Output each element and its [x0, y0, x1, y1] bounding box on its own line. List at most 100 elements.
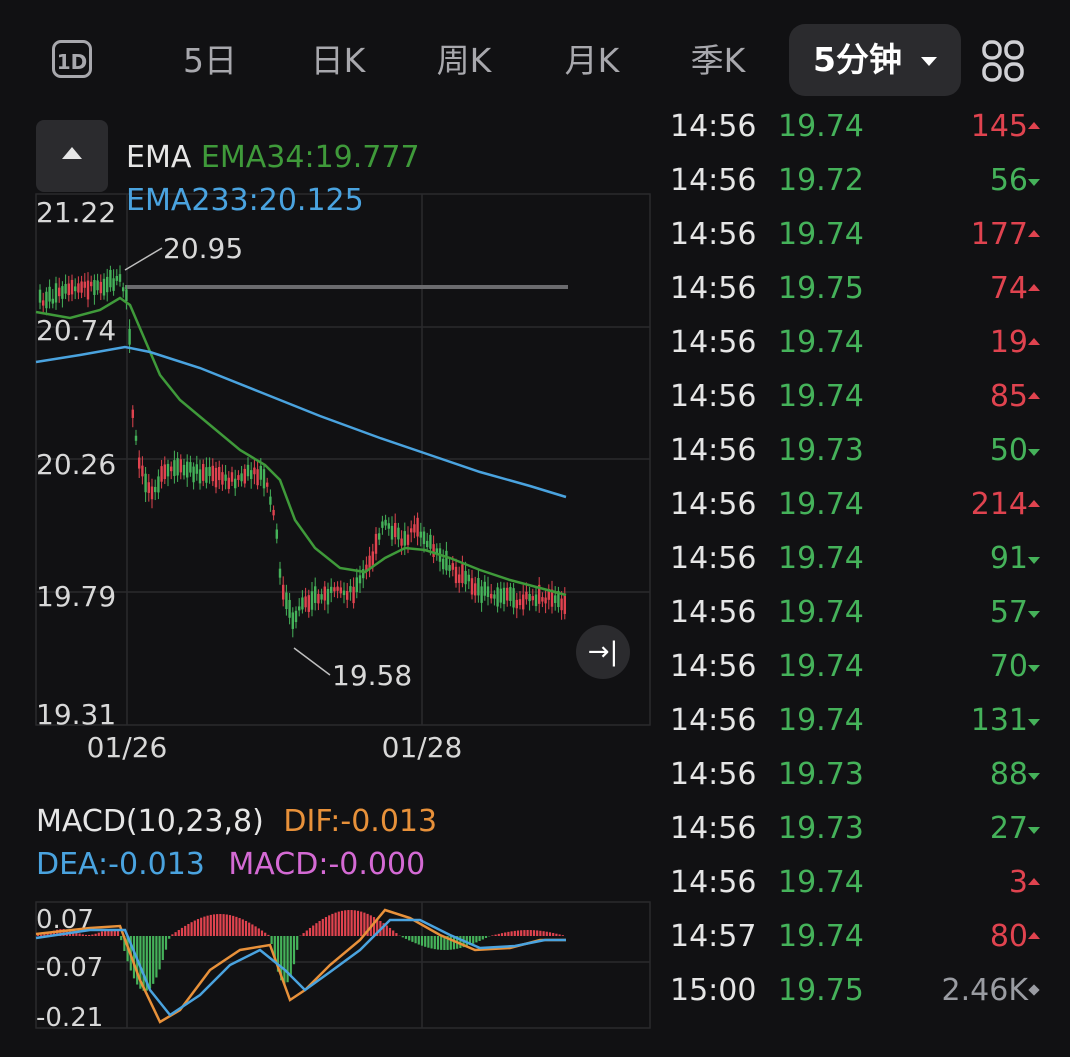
trade-price: 19.75: [778, 973, 864, 1008]
macd-histogram-bar: [340, 910, 344, 936]
macd-histogram-bar: [305, 930, 308, 936]
tab-weekly[interactable]: 周K: [436, 41, 492, 80]
macd-histogram-bar: [200, 917, 203, 936]
candle-body: [451, 563, 454, 570]
candle-body: [330, 586, 333, 593]
tab-quarterly[interactable]: 季K: [690, 41, 746, 80]
trade-time: 14:56: [670, 433, 757, 468]
macd-histogram-bar: [260, 930, 264, 936]
jump-to-latest-button[interactable]: →|: [576, 625, 630, 679]
candle-body: [333, 587, 336, 592]
candle-body: [250, 470, 253, 480]
trade-volume: 50: [989, 433, 1028, 468]
trade-time: 14:56: [670, 757, 757, 792]
macd-histogram-bar: [446, 936, 449, 950]
macd-histogram-bar: [84, 934, 88, 936]
candle-body: [323, 586, 326, 601]
candle-body: [307, 595, 310, 612]
macd-histogram-bar: [552, 932, 555, 936]
candle-body: [394, 523, 397, 538]
candle-body: [490, 593, 493, 599]
arrow-up-icon: [1028, 122, 1040, 129]
candle-body: [502, 587, 506, 605]
macd-panel-frame: [35, 901, 651, 1029]
candle-body: [522, 594, 525, 610]
macd-histogram-bar: [203, 916, 206, 936]
price-axis-label: 19.31: [36, 698, 116, 731]
candle-body: [538, 584, 541, 604]
grid-icon[interactable]: [982, 40, 1024, 82]
macd-histogram-bar: [350, 910, 353, 936]
macd-histogram-bar: [500, 933, 504, 936]
candle-body: [365, 564, 368, 573]
macd-histogram-bar: [235, 916, 238, 936]
ema233-value: EMA233:20.125: [126, 183, 364, 218]
candle-body: [256, 469, 259, 486]
tab-period-dropdown[interactable]: 5分钟: [789, 24, 961, 96]
macd-histogram-bar: [49, 931, 52, 936]
candle-body: [477, 578, 480, 596]
candle-body: [467, 574, 470, 582]
macd-histogram-bar: [494, 934, 497, 936]
macd-value: MACD:-0.000: [228, 847, 426, 882]
candle-body: [221, 472, 224, 485]
macd-histogram-bar: [241, 919, 244, 936]
macd-histogram-bar: [107, 929, 110, 936]
candle-body: [342, 590, 346, 596]
arrow-right-bar-icon: →|: [587, 637, 619, 667]
candle-body: [99, 281, 102, 294]
candle-body: [528, 593, 531, 602]
candle-body: [381, 521, 384, 528]
tab-intraday[interactable]: 1D: [52, 40, 92, 78]
candle-body: [310, 591, 314, 610]
trade-price: 19.73: [778, 757, 864, 792]
trade-price: 19.74: [778, 487, 864, 522]
macd-histogram-bar: [417, 936, 420, 945]
macd-histogram-bar: [196, 919, 200, 936]
candle-body: [253, 467, 256, 475]
trade-volume: 3: [1008, 865, 1028, 900]
candle-body: [86, 280, 90, 300]
trade-volume: 2.46K: [941, 973, 1028, 1008]
tab-daily[interactable]: 日K: [310, 41, 366, 80]
trade-time: 14:56: [670, 325, 757, 360]
arrow-up-icon: [1028, 284, 1040, 291]
collapse-indicator-button[interactable]: [36, 120, 108, 192]
macd-histogram-bar: [308, 927, 312, 936]
trade-volume: 74: [989, 271, 1028, 306]
macd-histogram-bar: [376, 918, 379, 936]
macd-histogram-bar: [468, 936, 472, 945]
macd-histogram-bar: [385, 925, 388, 936]
candle-body: [419, 531, 422, 538]
active-period-label: 5分钟: [813, 40, 902, 79]
tab-monthly[interactable]: 月K: [564, 41, 620, 80]
trade-time: 14:57: [670, 919, 757, 954]
trade-time: 14:56: [670, 487, 757, 522]
tab-five-day[interactable]: 5日: [183, 41, 237, 80]
candle-body: [378, 533, 381, 540]
candle-body: [211, 465, 214, 482]
macd-histogram-bar: [152, 936, 155, 984]
macd-histogram-bar: [289, 936, 292, 976]
trade-price: 19.74: [778, 865, 864, 900]
macd-histogram-bar: [251, 924, 254, 936]
trade-price: 19.74: [778, 217, 864, 252]
macd-axis-label: -0.07: [36, 953, 103, 983]
arrow-down-icon: [1028, 719, 1040, 726]
candle-body: [400, 538, 403, 546]
macd-histogram-bar: [75, 932, 78, 936]
candle-body: [131, 409, 134, 418]
trade-ticks-list[interactable]: 14:56 19.74 145 14:56 19.72 56 14:56 19.74 177 14…: [660, 110, 1070, 1050]
trade-row: 14:56 19.74 145: [660, 110, 1070, 154]
candle-body: [54, 283, 58, 303]
trade-time: 14:56: [670, 649, 757, 684]
macd-histogram-bar: [507, 931, 510, 936]
arrow-up-icon: [1028, 932, 1040, 939]
candle-body: [208, 466, 211, 477]
macd-histogram-bar: [452, 936, 456, 950]
macd-histogram-bar: [382, 923, 385, 936]
candle-body: [301, 597, 304, 610]
macd-histogram-bar: [123, 936, 126, 952]
dif-value: DIF:-0.013: [283, 804, 438, 839]
